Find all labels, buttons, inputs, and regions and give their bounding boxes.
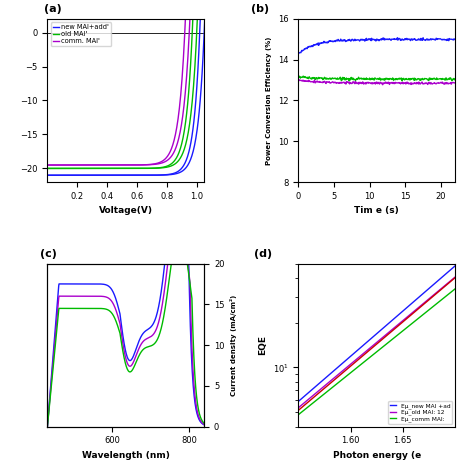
Legend: Eμ_new MAI +ad, Eμ_old MAI: 12, Eμ_comm MAI:: Eμ_new MAI +ad, Eμ_old MAI: 12, Eμ_comm … (389, 401, 452, 424)
Text: (c): (c) (39, 249, 56, 259)
X-axis label: Photon energy (e: Photon energy (e (333, 451, 421, 460)
Legend: new MAI+add', old MAI', comm. MAI': new MAI+add', old MAI', comm. MAI' (51, 22, 111, 46)
X-axis label: Tim e (s): Tim e (s) (354, 206, 399, 215)
Text: (d): (d) (255, 249, 273, 259)
Y-axis label: EQE: EQE (258, 335, 267, 355)
Text: (b): (b) (251, 4, 269, 14)
X-axis label: Wavelength (nm): Wavelength (nm) (82, 451, 170, 460)
Text: (a): (a) (44, 4, 62, 14)
X-axis label: Voltage(V): Voltage(V) (99, 206, 153, 215)
Y-axis label: Power Conversion Efficiency (%): Power Conversion Efficiency (%) (266, 36, 273, 164)
Y-axis label: Current density (mA/cm²): Current density (mA/cm²) (230, 294, 237, 396)
